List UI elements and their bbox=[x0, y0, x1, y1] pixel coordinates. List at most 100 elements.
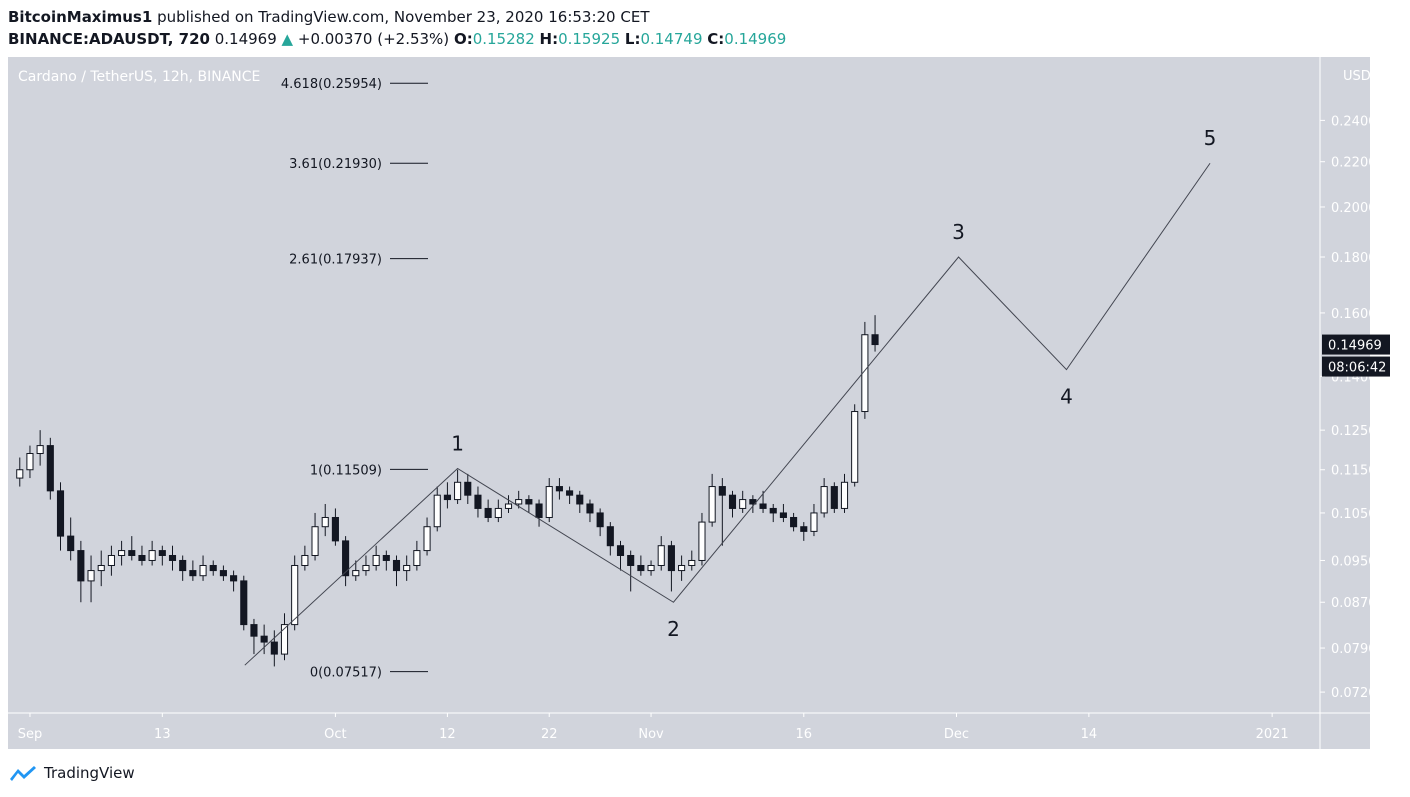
x-tick-label: Dec bbox=[944, 727, 969, 742]
candle-body bbox=[240, 580, 248, 626]
brand: TradingView bbox=[44, 764, 135, 782]
candle-body bbox=[769, 507, 777, 514]
fib-label: 2.61(0.17937) bbox=[289, 253, 382, 268]
published: published on TradingView.com, November 2… bbox=[157, 8, 650, 26]
candle-body bbox=[36, 445, 44, 455]
c: 0.14969 bbox=[724, 30, 787, 48]
candle-body bbox=[423, 526, 431, 552]
candle-body bbox=[107, 554, 115, 566]
candle-body bbox=[179, 559, 187, 572]
countdown: 08:06:42 bbox=[1328, 361, 1386, 376]
candle-body bbox=[515, 499, 523, 505]
candle-body bbox=[168, 554, 177, 561]
candle-body bbox=[525, 499, 533, 505]
candle-body bbox=[494, 507, 502, 518]
candle-body bbox=[219, 570, 227, 577]
footer: TradingView bbox=[8, 763, 135, 783]
wave-label: 4 bbox=[1060, 385, 1073, 409]
candle-body bbox=[301, 554, 309, 566]
candle-body bbox=[443, 494, 451, 501]
wave-label: 1 bbox=[451, 432, 464, 456]
candle-body bbox=[128, 550, 136, 556]
candle-body bbox=[454, 481, 462, 501]
candle-body bbox=[871, 334, 879, 346]
price: 0.14969 bbox=[214, 30, 277, 48]
candle-body bbox=[260, 635, 268, 643]
candle-body bbox=[372, 554, 380, 566]
candle-body bbox=[606, 526, 614, 547]
candle-body bbox=[657, 545, 665, 566]
x-tick-label: 13 bbox=[154, 727, 171, 742]
candle-body bbox=[474, 494, 482, 509]
y-tick-label: 0.16000 bbox=[1331, 307, 1385, 322]
candle-body bbox=[77, 550, 85, 582]
fib-label: 1(0.11509) bbox=[310, 463, 382, 478]
o: 0.15282 bbox=[472, 30, 535, 48]
y-tick-label: 0.07900 bbox=[1331, 642, 1385, 657]
header: BitcoinMaximus1 published on TradingView… bbox=[8, 6, 786, 50]
author: BitcoinMaximus1 bbox=[8, 8, 153, 26]
candle-body bbox=[576, 494, 584, 505]
candle-body bbox=[97, 564, 105, 572]
last-price-label: 0.14969 bbox=[1328, 339, 1382, 354]
candle-body bbox=[616, 545, 625, 556]
quote-line: BINANCE:ADAUSDT, 720 0.14969 ▲ +0.00370 … bbox=[8, 28, 786, 50]
candle-body bbox=[759, 503, 767, 509]
wave-line bbox=[244, 162, 1211, 666]
candle-body bbox=[861, 334, 869, 413]
candle-body bbox=[555, 486, 563, 492]
arrow: ▲ bbox=[281, 30, 294, 48]
chart-background bbox=[8, 57, 1370, 749]
candle-body bbox=[403, 564, 411, 572]
candle-body bbox=[810, 512, 818, 532]
x-tick-label: 16 bbox=[796, 727, 813, 742]
logo bbox=[10, 766, 36, 781]
l: 0.14749 bbox=[640, 30, 703, 48]
candle-body bbox=[362, 564, 370, 572]
fib-label: 4.618(0.25954) bbox=[281, 77, 382, 92]
candle-body bbox=[504, 503, 513, 509]
x-tick-label: 12 bbox=[439, 727, 456, 742]
candle-body bbox=[342, 540, 350, 577]
y-tick-label: 0.11500 bbox=[1331, 464, 1385, 479]
candle-body bbox=[189, 570, 197, 577]
candle-body bbox=[46, 445, 54, 492]
y-tick-label: 0.10500 bbox=[1331, 507, 1385, 522]
candle-body bbox=[779, 512, 787, 518]
last-price-tag bbox=[1322, 334, 1390, 355]
y-tick-label: 0.22000 bbox=[1331, 156, 1385, 171]
candle-body bbox=[199, 564, 207, 577]
y-tick-label: 0.24000 bbox=[1331, 114, 1385, 129]
fib-label: 0(0.07517) bbox=[310, 666, 382, 681]
candle-body bbox=[352, 570, 360, 577]
fib-label: 3.61(0.21930) bbox=[289, 157, 382, 172]
candle-body bbox=[321, 516, 329, 528]
candle-body bbox=[840, 481, 849, 509]
o-label: O: bbox=[453, 30, 473, 48]
candle-body bbox=[413, 550, 421, 566]
candle-body bbox=[311, 526, 319, 556]
x-tick-label: Nov bbox=[638, 727, 664, 742]
y-tick-label: 0.20000 bbox=[1331, 201, 1385, 216]
y-tick-label: 0.14000 bbox=[1331, 370, 1385, 385]
y-tick-label: 0.09500 bbox=[1331, 554, 1385, 569]
x-tick-label: 14 bbox=[1081, 727, 1098, 742]
symbol: BINANCE:ADAUSDT, 720 bbox=[8, 30, 210, 48]
candle-body bbox=[484, 507, 492, 518]
countdown-box bbox=[1322, 356, 1390, 377]
candle-body bbox=[830, 486, 838, 509]
y-tick-label: 0.12500 bbox=[1331, 424, 1385, 439]
l-label: L: bbox=[624, 30, 641, 48]
candle-body bbox=[331, 516, 339, 542]
candle-body bbox=[698, 521, 706, 561]
candle-body bbox=[87, 570, 95, 582]
y-tick-label: 0.07200 bbox=[1331, 686, 1385, 701]
candle-body bbox=[820, 486, 828, 514]
candle-body bbox=[16, 469, 24, 479]
candle-body bbox=[800, 526, 808, 532]
x-tick-label: 22 bbox=[541, 727, 558, 742]
y-unit: USDT bbox=[1343, 69, 1379, 84]
candle-body bbox=[545, 486, 553, 518]
